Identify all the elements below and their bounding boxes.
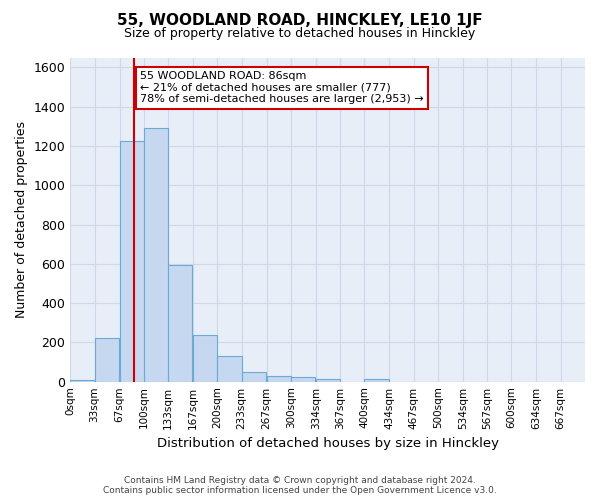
- X-axis label: Distribution of detached houses by size in Hinckley: Distribution of detached houses by size …: [157, 437, 499, 450]
- Bar: [266, 376, 291, 382]
- Bar: [364, 378, 389, 382]
- Bar: [291, 377, 315, 382]
- Text: 55, WOODLAND ROAD, HINCKLEY, LE10 1JF: 55, WOODLAND ROAD, HINCKLEY, LE10 1JF: [117, 12, 483, 28]
- Bar: [193, 334, 217, 382]
- Text: Contains HM Land Registry data © Crown copyright and database right 2024.
Contai: Contains HM Land Registry data © Crown c…: [103, 476, 497, 495]
- Bar: [119, 141, 144, 382]
- Bar: [95, 338, 119, 382]
- Bar: [242, 372, 266, 382]
- Bar: [217, 356, 242, 382]
- Y-axis label: Number of detached properties: Number of detached properties: [15, 121, 28, 318]
- Bar: [144, 128, 168, 382]
- Bar: [70, 380, 95, 382]
- Bar: [316, 378, 340, 382]
- Bar: [168, 265, 193, 382]
- Text: 55 WOODLAND ROAD: 86sqm
← 21% of detached houses are smaller (777)
78% of semi-d: 55 WOODLAND ROAD: 86sqm ← 21% of detache…: [140, 72, 424, 104]
- Text: Size of property relative to detached houses in Hinckley: Size of property relative to detached ho…: [124, 28, 476, 40]
